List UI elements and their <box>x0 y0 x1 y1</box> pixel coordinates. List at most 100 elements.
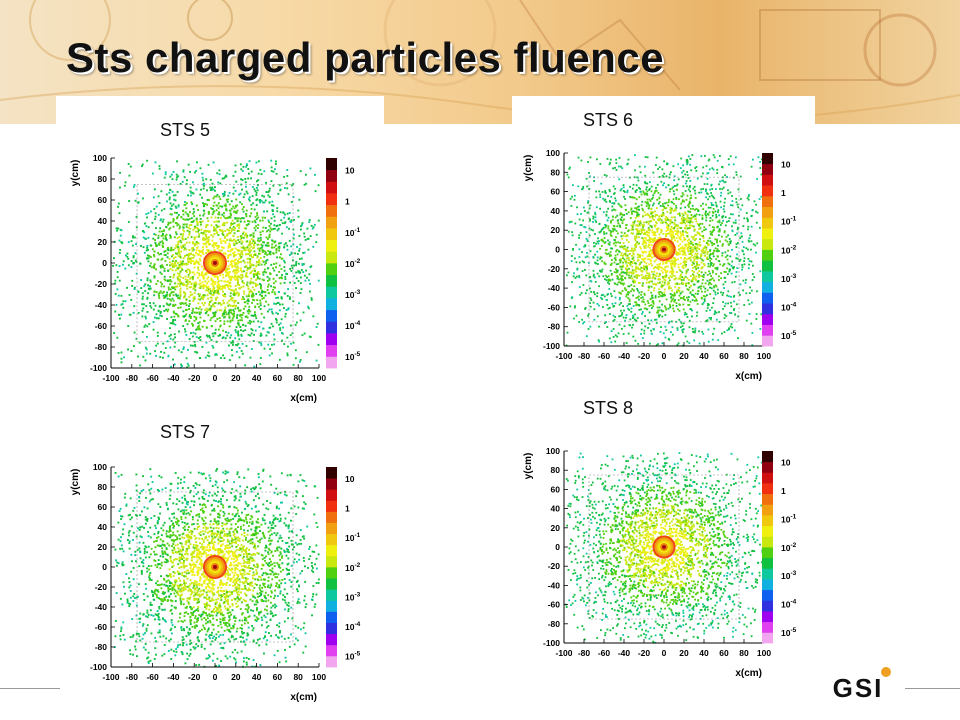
heatmap-cell <box>232 235 235 237</box>
heatmap-cell <box>714 311 716 314</box>
heatmap-cell <box>226 320 229 323</box>
heatmap-cell <box>260 199 263 202</box>
heatmap-cell <box>184 314 187 317</box>
heatmap-cell <box>681 282 683 285</box>
heatmap-cell <box>659 221 662 224</box>
heatmap-cell <box>162 233 164 235</box>
heatmap-cell <box>260 263 263 266</box>
heatmap-cell <box>210 277 213 280</box>
heatmap-cell <box>201 196 203 199</box>
heatmap-cell <box>155 313 158 316</box>
heatmap-cell <box>184 292 187 295</box>
colorbar-segment <box>326 356 337 369</box>
heatmap-cell <box>198 279 201 282</box>
heatmap-cell <box>669 219 671 221</box>
heatmap-cell <box>309 282 311 285</box>
heatmap-cell <box>183 203 186 206</box>
heatmap-cell <box>627 271 630 274</box>
heatmap-cell <box>241 352 244 355</box>
heatmap-cell <box>303 251 306 254</box>
heatmap-cell <box>690 252 692 255</box>
heatmap-cell <box>647 227 650 229</box>
heatmap-cell <box>266 210 269 213</box>
heatmap-cell <box>616 275 619 277</box>
heatmap-cell <box>127 325 130 327</box>
heatmap-cell <box>716 172 719 175</box>
heatmap-cell <box>600 182 603 185</box>
heatmap-cell <box>644 156 647 158</box>
heatmap-cell <box>681 328 684 331</box>
heatmap-cell <box>727 220 730 223</box>
heatmap-cell <box>286 244 289 247</box>
heatmap-cell <box>213 226 215 229</box>
heatmap-cell <box>669 228 672 231</box>
heatmap-cell <box>691 216 694 219</box>
heatmap-cell <box>275 262 278 265</box>
heatmap-cell <box>139 262 141 265</box>
heatmap-cell <box>209 292 212 295</box>
heatmap-cell <box>613 290 616 293</box>
heatmap-cell <box>134 252 137 255</box>
heatmap-cell <box>706 253 709 256</box>
heatmap-cell <box>119 249 122 251</box>
heatmap-cell <box>160 230 163 233</box>
heatmap-cell <box>659 281 661 284</box>
heatmap-cell <box>229 232 232 235</box>
heatmap-cell <box>234 329 237 332</box>
heatmap-cell <box>597 339 600 342</box>
heatmap-cell <box>600 256 603 259</box>
heatmap-cell <box>147 284 149 287</box>
heatmap-cell <box>210 317 213 319</box>
heatmap-cell <box>169 279 172 281</box>
heatmap-cell <box>708 317 711 319</box>
heatmap-cell <box>633 247 636 250</box>
heatmap-cell <box>613 193 615 195</box>
heatmap-cell <box>643 211 646 214</box>
heatmap-cell <box>214 297 217 300</box>
heatmap-cell <box>669 188 672 191</box>
heatmap-cell <box>638 274 641 277</box>
heatmap-cell <box>647 243 650 246</box>
heatmap-cell <box>596 256 599 259</box>
heatmap-cell <box>267 303 270 306</box>
heatmap-cell <box>230 276 233 278</box>
heatmap-cell <box>246 281 249 284</box>
heatmap-cell <box>723 317 726 320</box>
heatmap-cell <box>644 315 647 317</box>
heatmap-cell <box>636 296 639 299</box>
heatmap-cell <box>621 327 623 330</box>
heatmap-cell <box>279 242 282 245</box>
heatmap-cell <box>163 278 166 281</box>
heatmap-cell <box>286 295 289 297</box>
heatmap-cell <box>639 268 642 271</box>
heatmap-cell <box>645 262 648 265</box>
heatmap-cell <box>186 229 189 232</box>
heatmap-cell <box>205 289 208 292</box>
heatmap-cell <box>135 243 137 245</box>
heatmap-cell <box>148 323 151 325</box>
heatmap-cell <box>166 293 168 296</box>
heatmap-cell <box>187 194 189 197</box>
heatmap-cell <box>680 157 683 160</box>
heatmap-cell <box>143 285 146 288</box>
heatmap-cell <box>625 227 627 230</box>
heatmap-cell <box>243 307 245 310</box>
heatmap-cell <box>292 183 295 185</box>
heatmap-cell <box>664 207 667 210</box>
heatmap-cell <box>703 229 706 232</box>
heatmap-cell <box>637 268 640 270</box>
heatmap-cell <box>223 177 226 180</box>
heatmap-cell <box>287 307 290 310</box>
heatmap-cell <box>254 253 257 255</box>
heatmap-cell <box>631 249 633 252</box>
heatmap-cell <box>751 209 754 212</box>
heatmap-cell <box>188 280 191 283</box>
heatmap-cell <box>229 244 231 247</box>
heatmap-cell <box>695 257 697 260</box>
heatmap-cell <box>309 167 312 170</box>
heatmap-cell <box>273 343 276 346</box>
heatmap-cell <box>182 348 185 350</box>
heatmap-cell <box>172 358 174 361</box>
heatmap-cell <box>683 258 686 261</box>
heatmap-cell <box>155 205 158 208</box>
